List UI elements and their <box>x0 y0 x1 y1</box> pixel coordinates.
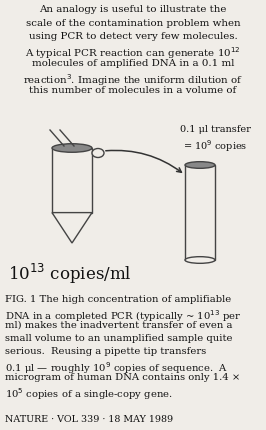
Text: serious.  Reusing a pipette tip transfers: serious. Reusing a pipette tip transfers <box>5 347 206 356</box>
Text: reaction$^{3}$. Imagine the uniform dilution of: reaction$^{3}$. Imagine the uniform dilu… <box>23 73 243 88</box>
Text: An analogy is useful to illustrate the: An analogy is useful to illustrate the <box>39 5 227 14</box>
Ellipse shape <box>52 144 92 152</box>
Text: molecules of amplified DNA in a 0.1 ml: molecules of amplified DNA in a 0.1 ml <box>32 59 234 68</box>
Text: scale of the contamination problem when: scale of the contamination problem when <box>26 18 240 28</box>
Text: ml) makes the inadvertent transfer of even a: ml) makes the inadvertent transfer of ev… <box>5 321 232 330</box>
Text: A typical PCR reaction can generate 10$^{12}$: A typical PCR reaction can generate 10$^… <box>25 46 241 61</box>
Text: small volume to an unamplified sample quite: small volume to an unamplified sample qu… <box>5 334 232 343</box>
Text: this number of molecules in a volume of: this number of molecules in a volume of <box>29 86 237 95</box>
Ellipse shape <box>185 162 215 168</box>
Text: 0.1 μl transfer: 0.1 μl transfer <box>180 125 250 134</box>
Text: 10$^{13}$ copies/ml: 10$^{13}$ copies/ml <box>8 262 132 286</box>
Text: 10$^{5}$ copies of a single-copy gene.: 10$^{5}$ copies of a single-copy gene. <box>5 386 173 402</box>
Text: using PCR to detect very few molecules.: using PCR to detect very few molecules. <box>29 32 237 41</box>
Bar <box>52 148 92 212</box>
Text: FIG. 1 The high concentration of amplifiable: FIG. 1 The high concentration of amplifi… <box>5 295 231 304</box>
Text: 0.1 μl — roughly 10$^{9}$ copies of sequence.  A: 0.1 μl — roughly 10$^{9}$ copies of sequ… <box>5 360 228 376</box>
Polygon shape <box>52 212 92 243</box>
Bar <box>185 165 215 260</box>
Ellipse shape <box>92 148 104 157</box>
Text: DNA in a completed PCR (typically ~ 10$^{13}$ per: DNA in a completed PCR (typically ~ 10$^… <box>5 308 241 324</box>
Text: microgram of human DNA contains only 1.4 ×: microgram of human DNA contains only 1.4… <box>5 373 240 382</box>
Text: = 10$^{9}$ copies: = 10$^{9}$ copies <box>183 138 247 154</box>
Text: NATURE · VOL 339 · 18 MAY 1989: NATURE · VOL 339 · 18 MAY 1989 <box>5 415 173 424</box>
Ellipse shape <box>185 257 215 263</box>
